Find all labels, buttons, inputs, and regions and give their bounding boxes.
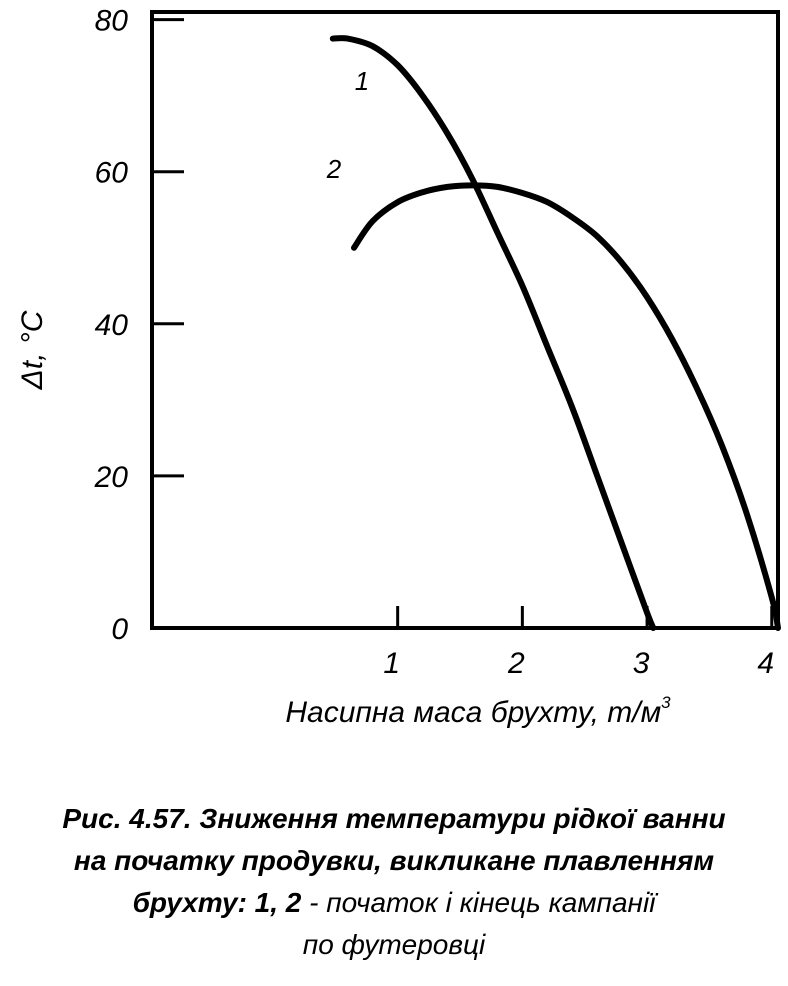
caption-line-4: по футеровці [302,929,486,960]
y-tick-label: 80 [95,5,129,38]
labels: 1 2 Δt, °С Насипна маса брухту, т/м3 [16,66,671,729]
ticks: 0 20 40 60 80 1 2 3 4 [94,5,774,680]
figure-caption: Рис. 4.57. Зниження температури рідкої в… [0,798,788,966]
series-label-2: 2 [326,154,342,184]
caption-line-1: Рис. 4.57. Зниження температури рідкої в… [62,803,726,834]
y-tick-label: 0 [111,613,128,646]
axes [150,10,780,630]
y-axis-title: Δt, °С [16,310,49,390]
x-tick-label: 1 [383,647,400,680]
curves [329,35,781,631]
x-tick-label: 2 [507,647,525,680]
caption-line-3: брухту: 1, 2 - початок і кінець кампанії [132,887,656,918]
x-axis-title-superscript: 3 [661,693,671,712]
y-tick-label: 20 [94,461,129,494]
plot-frame [150,10,780,630]
series-line-2 [351,182,781,631]
series-line-1 [329,35,657,631]
series-label-1: 1 [355,66,369,96]
x-tick-label: 3 [633,647,650,680]
x-tick-label: 4 [757,647,774,680]
y-tick-label: 60 [95,157,129,190]
caption-line-2: на початку продувки, викликане плавлення… [73,845,715,876]
x-axis-title: Насипна маса брухту, т/м3 [285,693,671,729]
y-tick-label: 40 [95,309,129,342]
chart: 0 20 40 60 80 1 2 3 4 1 2 Δt, °С Насипна маса брухт… [16,5,781,729]
